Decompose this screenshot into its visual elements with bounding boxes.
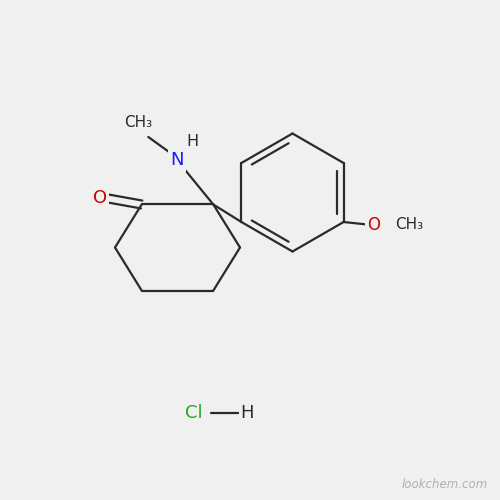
Text: H: H	[241, 404, 254, 421]
Text: H: H	[186, 134, 198, 149]
Text: lookchem.com: lookchem.com	[401, 478, 488, 491]
Text: Cl: Cl	[185, 404, 203, 421]
Text: CH₃: CH₃	[396, 217, 423, 232]
Text: CH₃: CH₃	[124, 115, 152, 130]
Text: N: N	[170, 152, 184, 170]
Text: O: O	[367, 216, 380, 234]
Text: O: O	[92, 190, 106, 208]
